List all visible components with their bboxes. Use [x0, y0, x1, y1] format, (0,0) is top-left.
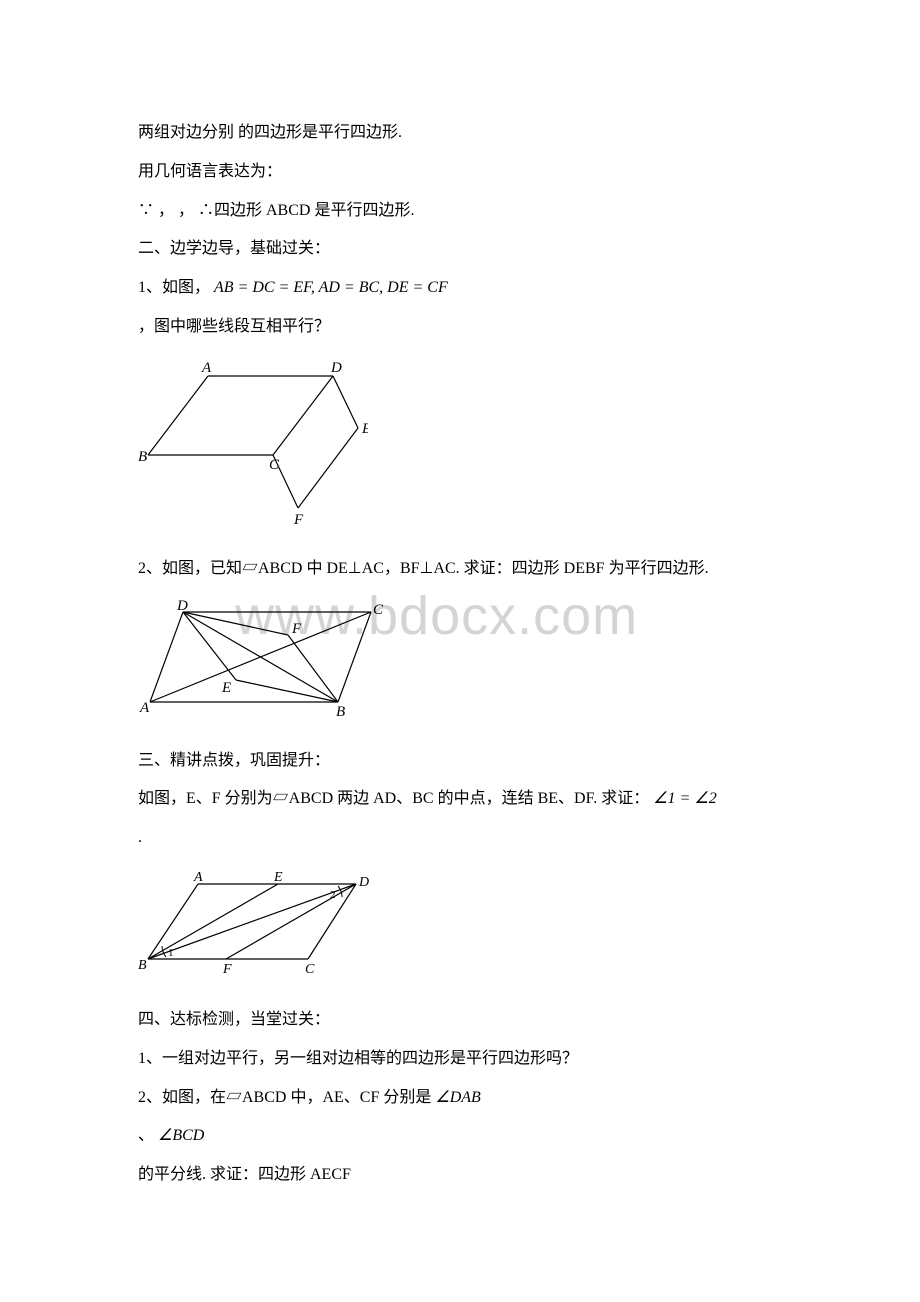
svg-text:2: 2	[330, 889, 336, 901]
svg-text:D: D	[176, 600, 188, 614]
text-line: .	[138, 820, 782, 857]
svg-text:D: D	[358, 875, 369, 890]
section-heading: 二、边学边导，基础过关：	[138, 231, 782, 268]
svg-text:F: F	[293, 512, 304, 528]
text-line: 、 ∠BCD	[138, 1118, 782, 1155]
math-expr: ∠1 = ∠2	[653, 790, 716, 807]
svg-text:1: 1	[168, 947, 174, 959]
math-expr: ∠DAB	[435, 1089, 480, 1106]
svg-text:E: E	[221, 680, 231, 696]
text-line: 2、如图，在▱ABCD 中，AE、CF 分别是 ∠DAB	[138, 1080, 782, 1117]
svg-text:E: E	[273, 870, 283, 885]
svg-text:F: F	[291, 621, 302, 637]
diagram-3: A E D B F C 1 2	[138, 869, 782, 984]
text-fragment: 1、如图，	[138, 279, 210, 296]
text-line: 两组对边分别 的四边形是平行四边形.	[138, 115, 782, 152]
svg-text:F: F	[222, 962, 232, 977]
section-heading: 四、达标检测，当堂过关：	[138, 1002, 782, 1039]
text-line: 如图，E、F 分别为▱ABCD 两边 AD、BC 的中点，连结 BE、DF. 求…	[138, 781, 782, 818]
svg-text:E: E	[361, 421, 368, 437]
text-fragment: 2、如图，在▱ABCD 中，AE、CF 分别是	[138, 1089, 431, 1106]
svg-text:B: B	[138, 958, 147, 973]
text-line: 2、如图，已知▱ABCD 中 DE⊥AC，BF⊥AC. 求证：四边形 DEBF …	[138, 551, 782, 588]
svg-text:D: D	[330, 360, 342, 376]
text-line: ∵ ， ， ∴四边形 ABCD 是平行四边形.	[138, 193, 782, 230]
text-line: 的平分线. 求证：四边形 AECF	[138, 1157, 782, 1194]
text-fragment: 如图，E、F 分别为▱ABCD 两边 AD、BC 的中点，连结 BE、DF. 求…	[138, 790, 649, 807]
svg-text:B: B	[138, 449, 147, 465]
section-heading: 三、精讲点拨，巩固提升：	[138, 743, 782, 780]
svg-text:B: B	[336, 704, 345, 720]
text-line: 1、如图， AB = DC = EF, AD = BC, DE = CF	[138, 270, 782, 307]
math-expr: ∠BCD	[158, 1127, 204, 1144]
diagram-1: A D B C E F	[138, 358, 782, 533]
text-line: 用几何语言表达为：	[138, 154, 782, 191]
svg-text:A: A	[201, 360, 212, 376]
math-expr: AB = DC = EF, AD = BC, DE = CF	[214, 279, 448, 296]
diagram-2: D C A B E F	[138, 600, 782, 725]
svg-text:A: A	[193, 870, 203, 885]
text-line: ，图中哪些线段互相平行？	[138, 309, 782, 346]
svg-text:C: C	[373, 602, 384, 618]
text-fragment: 、	[138, 1127, 154, 1144]
svg-text:C: C	[269, 457, 280, 473]
text-line: 1、一组对边平行，另一组对边相等的四边形是平行四边形吗？	[138, 1041, 782, 1078]
document-content: 两组对边分别 的四边形是平行四边形. 用几何语言表达为： ∵ ， ， ∴四边形 …	[138, 115, 782, 1194]
svg-text:A: A	[139, 700, 150, 716]
svg-text:C: C	[305, 962, 315, 977]
